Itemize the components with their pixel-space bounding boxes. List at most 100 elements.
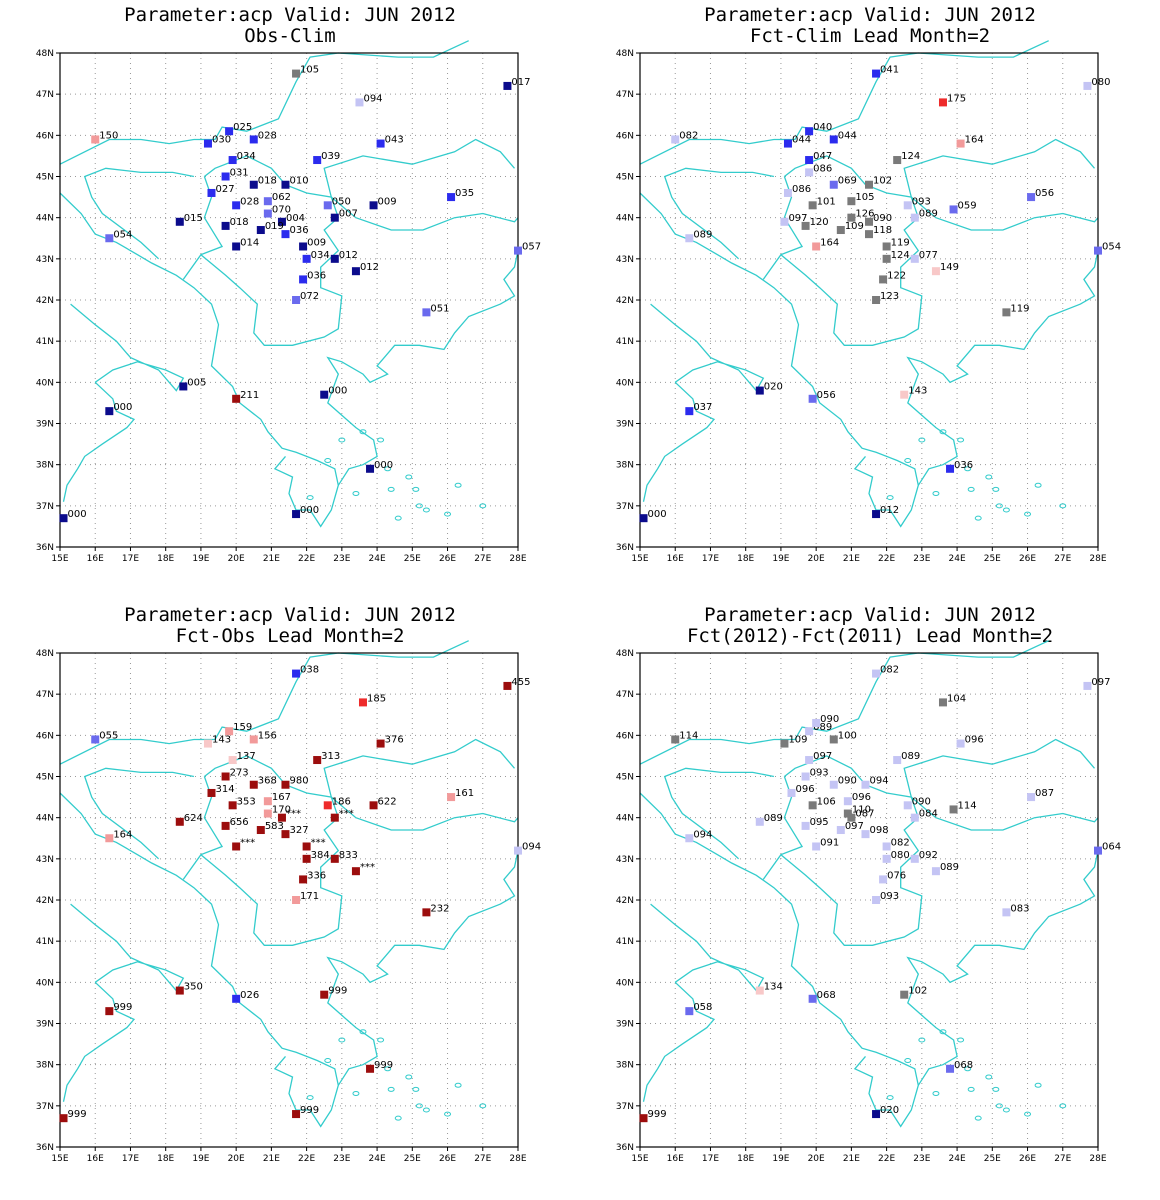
station-marker [812,242,821,251]
island [444,1111,452,1117]
panel-title-line1: Parameter:acp Valid: JUN 2012 [704,604,1036,626]
station-marker [829,735,838,744]
station-marker [221,772,230,781]
coastline [639,792,919,1128]
panel-title-line2: Obs-Clim [244,25,336,47]
station-label: 009 [378,196,397,207]
station-label: 093 [912,196,931,207]
station-label: 068 [817,990,836,1001]
station-label: 086 [813,163,832,174]
station-label: 999 [113,1002,132,1013]
station-marker [320,390,329,399]
station-label: 376 [385,735,404,746]
y-tick-label: 40N [616,978,634,988]
x-tick-label: 19E [772,554,789,564]
y-tick-label: 40N [36,378,54,388]
station-label: 093 [880,891,899,902]
panel-title-line2: Fct(2012)-Fct(2011) Lead Month=2 [686,625,1054,647]
station-label: 094 [869,776,888,787]
x-tick-label: 21E [843,554,860,564]
station-label: 120 [810,217,829,228]
station-marker [422,308,431,317]
x-tick-label: 27E [1054,554,1071,564]
station-marker [330,213,339,222]
island [377,1037,385,1043]
y-tick-label: 45N [616,773,634,783]
y-tick-label: 45N [36,173,54,183]
station-marker [1002,908,1011,917]
station-label: *** [360,862,375,873]
station-marker [685,834,694,843]
coastline [323,738,515,798]
coastline [639,40,1049,165]
station-marker [805,756,814,765]
y-tick-label: 37N [616,502,634,512]
station-label: 999 [648,1109,667,1120]
station-label: 069 [838,176,857,187]
island [324,1058,332,1064]
x-tick-label: 24E [369,554,386,564]
station-label: 313 [321,751,340,762]
station-label: 077 [919,250,938,261]
island [1059,503,1067,509]
station-marker [292,296,301,304]
x-tick-label: 22E [298,1154,315,1164]
panel-subtitle: Obs-Clim [0,26,580,47]
island [306,495,314,501]
y-tick-label: 42N [36,296,54,306]
station-marker [105,1007,114,1016]
station-marker [299,275,308,284]
station-marker [207,188,216,197]
x-tick-label: 26E [439,554,456,564]
station-label: 084 [919,809,938,820]
station-marker [931,267,940,276]
station-marker [639,514,648,523]
station-label: 056 [817,390,836,401]
station-marker [882,242,891,251]
y-tick-label: 46N [616,731,634,741]
station-marker [872,510,881,519]
station-label: 080 [1091,77,1110,88]
x-tick-label: 25E [984,1154,1001,1164]
station-marker [847,197,856,206]
coastlines [639,640,1099,1128]
station-label: 124 [891,250,910,261]
y-tick-label: 41N [616,337,634,347]
station-marker [949,805,958,814]
station-marker [320,990,329,999]
station-label: 171 [300,891,319,902]
station-marker [59,1114,68,1123]
y-tick-label: 48N [616,649,634,659]
station-label: 036 [289,225,308,236]
y-tick-label: 39N [36,1020,54,1030]
station-marker [422,908,431,917]
station-label: 164 [965,135,984,146]
station-label: 090 [820,714,839,725]
station-label: 143 [908,386,927,397]
island [964,1066,972,1072]
island [932,1090,940,1096]
island [387,1086,395,1092]
y-tick-label: 36N [36,543,54,553]
station-label: 314 [215,784,234,795]
station-marker [801,221,810,230]
station-label: 043 [385,135,404,146]
station-marker [366,1064,375,1073]
station-label: 211 [240,390,259,401]
station-marker [872,669,881,678]
station-marker [949,205,958,214]
island [886,1095,894,1101]
station-marker [812,718,821,727]
station-label: 980 [289,776,308,787]
station-marker [281,180,290,189]
island [1002,507,1010,513]
station-marker [882,854,891,863]
x-tick-label: 17E [122,554,139,564]
station-marker [330,254,339,263]
x-tick-label: 26E [1019,554,1036,564]
station-marker [805,168,814,177]
x-tick-label: 24E [949,1154,966,1164]
island [918,437,926,443]
panel-title-line1: Parameter:acp Valid: JUN 2012 [704,4,1036,26]
station-marker [105,834,114,843]
